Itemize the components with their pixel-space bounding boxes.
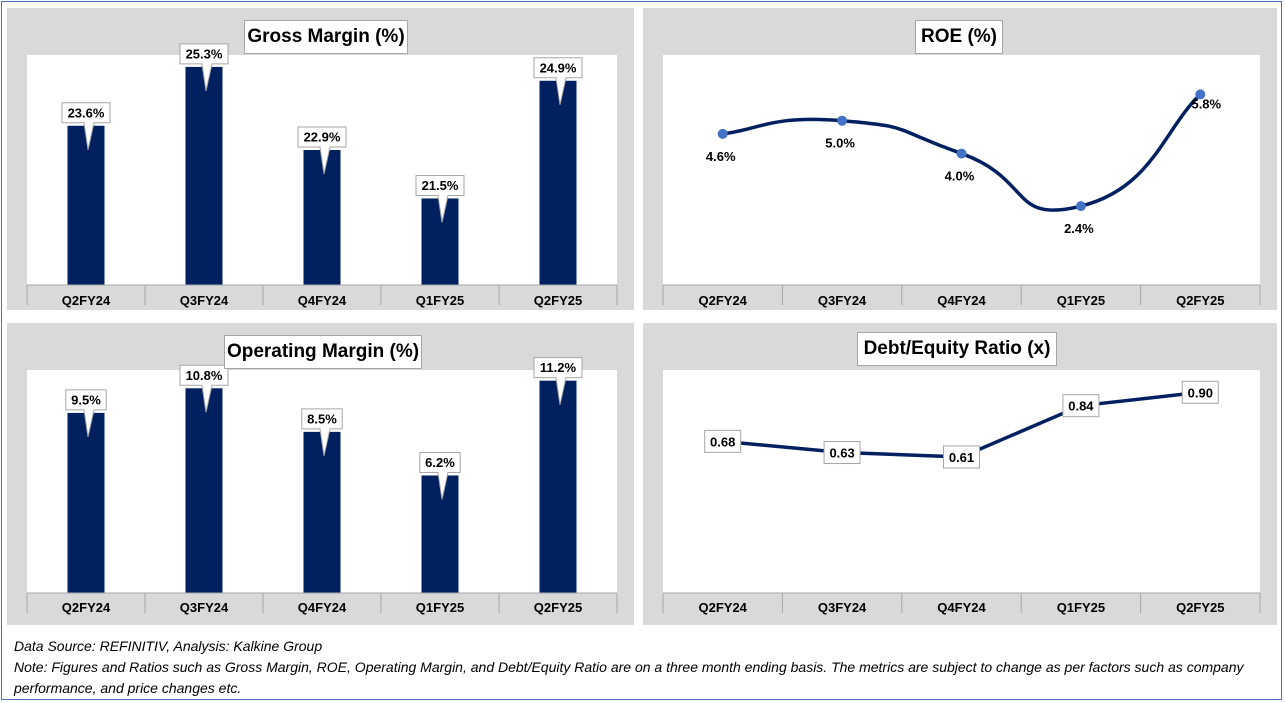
x-tick-label: Q3FY24: [818, 293, 867, 308]
data-point: [837, 115, 848, 126]
data-label-box: [65, 389, 107, 438]
bar: [421, 475, 459, 593]
data-label: 0.84: [1068, 399, 1094, 414]
data-label: 9.5%: [71, 392, 101, 407]
data-label: 0.68: [710, 434, 735, 449]
bar: [539, 80, 577, 286]
data-label: 22.9%: [304, 130, 341, 145]
operating-margin-panel: 9.5% 10.8% 8.5% 6.2% 11.2% Q2FY24 Q3FY24 Q4FY24…: [7, 323, 634, 625]
data-point: [717, 128, 728, 139]
data-label: 10.8%: [186, 368, 223, 383]
x-tick-label: Q3FY24: [180, 293, 229, 308]
data-label: 25.3%: [186, 46, 223, 61]
data-label-box: [297, 126, 347, 175]
x-tick-label: Q2FY25: [534, 600, 582, 615]
x-tick-label: Q2FY24: [698, 293, 747, 308]
data-label-box: [1062, 394, 1100, 418]
bar: [185, 388, 223, 593]
x-tick-label: Q4FY24: [298, 600, 347, 615]
operating-margin-chart: 9.5% 10.8% 8.5% 6.2% 11.2% Q2FY24 Q3FY24 Q4FY24…: [26, 357, 618, 615]
debt-equity-title: Debt/Equity Ratio (x): [857, 332, 1057, 366]
methodology-note: Note: Figures and Ratios such as Gross M…: [14, 659, 1244, 696]
data-label: 2.4%: [1064, 221, 1094, 236]
x-tick-label: Q2FY25: [534, 293, 582, 308]
x-tick-label: Q4FY24: [298, 293, 347, 308]
x-tick-label: Q2FY25: [1176, 600, 1224, 615]
data-label: 8.5%: [307, 411, 337, 426]
x-tick-label: Q2FY24: [62, 293, 111, 308]
operating-margin-title: Operating Margin (%): [224, 335, 422, 369]
gross-margin-chart: 23.6% 25.3% 22.9% 21.5% 24.9% Q2FY24 Q3FY24 Q4F…: [26, 43, 618, 308]
data-point: [1195, 89, 1206, 100]
data-label: 24.9%: [540, 60, 577, 75]
bar: [67, 412, 105, 593]
notes: Data Source: REFINITIV, Analysis: Kalkin…: [14, 636, 1269, 699]
data-label: 6.2%: [425, 455, 455, 470]
data-label-box: [301, 408, 343, 456]
data-label: 11.2%: [540, 360, 577, 375]
x-tick-label: Q3FY24: [818, 600, 867, 615]
x-tick-label: Q1FY25: [416, 293, 464, 308]
gross-margin-title: Gross Margin (%): [244, 20, 408, 54]
x-tick-label: Q4FY24: [937, 293, 986, 308]
data-label: 21.5%: [422, 178, 459, 193]
data-label-box: [704, 429, 742, 453]
debt-equity-panel: 0.68 0.63 0.61 0.84 0.90 Q2FY24 Q3FY24 Q4FY24 Q1…: [643, 323, 1277, 625]
debt-equity-chart: 0.68 0.63 0.61 0.84 0.90 Q2FY24 Q3FY24 Q4FY24 Q1…: [662, 380, 1261, 615]
data-label-box: [419, 451, 461, 500]
debt-equity-plot-area: [663, 370, 1260, 593]
x-tick-label: Q1FY25: [416, 600, 464, 615]
bar: [303, 431, 341, 593]
roe-panel: 4.6% 5.0% 4.0% 2.4% 5.8% Q2FY24 Q3FY24 Q4FY24 Q1…: [643, 8, 1277, 310]
data-label-box: [533, 57, 583, 105]
data-label-box: [1181, 380, 1219, 404]
x-tick-label: Q2FY24: [62, 600, 111, 615]
data-label: 5.8%: [1191, 96, 1221, 111]
bar: [185, 66, 223, 285]
bar: [421, 198, 459, 285]
x-tick-label: Q2FY25: [1176, 293, 1224, 308]
data-label: 0.90: [1188, 385, 1213, 400]
roe-chart: 4.6% 5.0% 4.0% 2.4% 5.8% Q2FY24 Q3FY24 Q4FY24 Q1…: [662, 89, 1261, 308]
data-source-note: Data Source: REFINITIV, Analysis: Kalkin…: [14, 638, 323, 654]
data-label-box: [179, 43, 229, 92]
data-label-box: [61, 102, 111, 150]
x-tick-label: Q2FY24: [698, 600, 747, 615]
bar: [67, 125, 105, 286]
x-tick-label: Q1FY25: [1057, 293, 1105, 308]
x-tick-label: Q3FY24: [180, 600, 229, 615]
x-tick-label: Q1FY25: [1057, 600, 1105, 615]
roe-title: ROE (%): [915, 20, 1003, 54]
x-tick-label: Q4FY24: [937, 600, 986, 615]
data-label: 4.6%: [706, 149, 736, 164]
data-label: 0.63: [829, 446, 854, 461]
data-label-box: [943, 445, 980, 469]
data-label: 4.0%: [945, 169, 975, 184]
gross-margin-panel: 23.6% 25.3% 22.9% 21.5% 24.9% Q2FY24 Q3FY24 Q4F…: [7, 8, 634, 310]
bar: [303, 150, 341, 285]
data-label: 0.61: [949, 450, 974, 465]
data-point: [956, 148, 967, 159]
data-point: [1075, 201, 1086, 212]
series-line: [720, 92, 1203, 212]
bar: [539, 380, 577, 593]
data-label-box: [533, 357, 583, 405]
data-label-box: [823, 441, 861, 465]
data-label: 5.0%: [825, 136, 855, 151]
data-label-box: [415, 174, 465, 223]
data-label: 23.6%: [68, 105, 105, 120]
roe-plot-area: [663, 55, 1260, 285]
